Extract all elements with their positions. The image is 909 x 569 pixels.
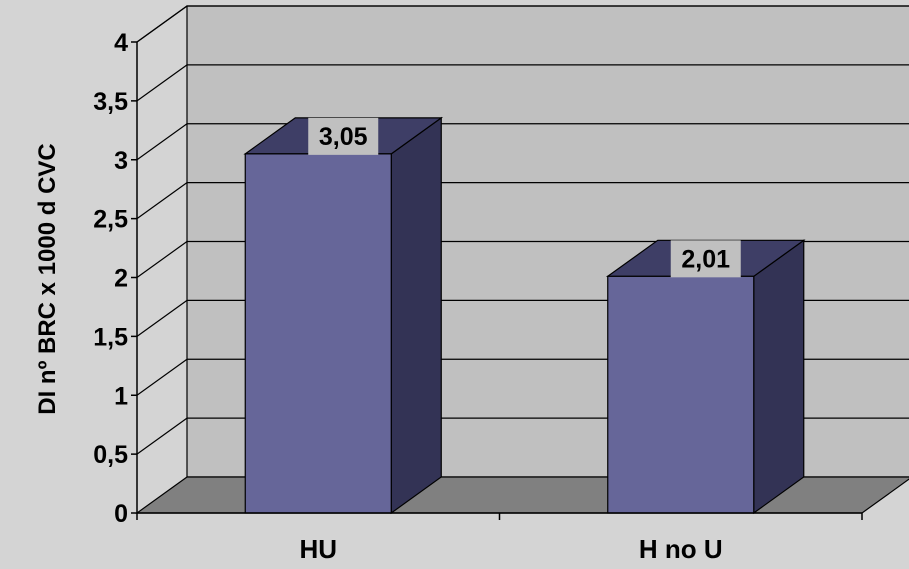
gridline-diagonal [136,123,188,161]
y-tick-label: 1,5 [93,323,128,351]
data-label-background [670,240,741,278]
y-tick-label: 1 [114,382,128,410]
x-category-label: HU [299,534,337,564]
data-label-text: 3,05 [319,123,368,151]
y-tick-label: 3 [114,147,128,175]
y-tick-label: 2 [114,265,128,293]
gridline-diagonal [136,417,188,455]
gridline-diagonal [136,358,188,396]
bar-front [607,275,755,514]
data-label-background [308,117,379,155]
y-tick-label: 4 [114,29,128,57]
y-axis-title: DI nº BRC x 1000 d CVC [34,143,61,415]
bar-side [390,116,442,515]
y-tick-label: 0 [114,500,128,528]
y-tick-label: 2,5 [93,206,128,234]
gridline-diagonal [136,64,188,102]
data-labels: 3,05 2,01 [308,117,741,278]
bars [243,116,806,515]
x-ticks [136,513,863,520]
data-label: 3,05 [308,117,379,155]
bar-front [244,153,392,514]
y-tick-label: 0,5 [93,441,128,469]
gridline-diagonal [136,299,188,337]
gridline-diagonal [136,241,188,278]
y-ticks: 0 0,5 1 1,5 2 2,5 3 3,5 4 [93,29,137,528]
bar-side [753,239,805,515]
bar [605,239,806,515]
x-category-label: H no U [639,534,723,564]
category-labels: HU H no U [299,534,722,564]
gridline-diagonal [136,182,188,220]
data-label: 2,01 [670,240,741,278]
data-label-text: 2,01 [681,245,730,273]
bar [243,116,444,515]
wall-left-edge [136,5,188,43]
y-tick-label: 3,5 [93,88,128,116]
